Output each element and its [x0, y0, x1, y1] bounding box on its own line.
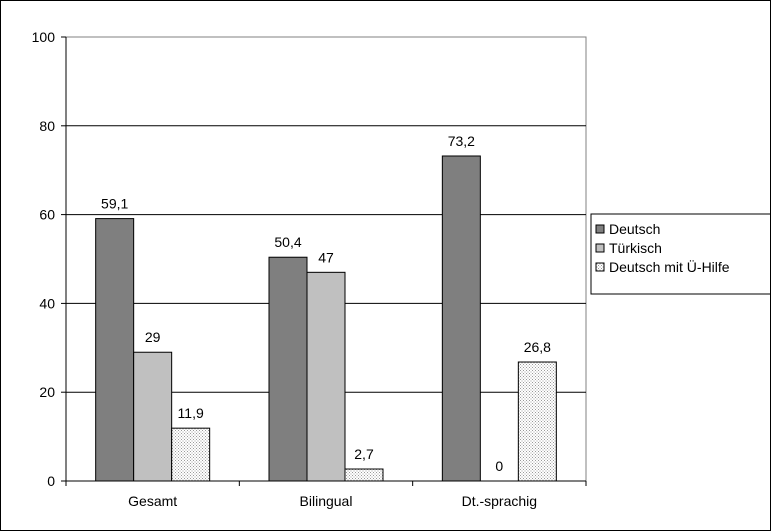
- data-label: 59,1: [101, 196, 128, 212]
- bar-deutsch-mit-hilfe-bilingual: [344, 468, 384, 482]
- bar-deutsch-mit-hilfe-gesamt: [171, 427, 211, 482]
- legend-swatch-t-rkisch: [595, 243, 605, 253]
- legend-label: Deutsch: [609, 221, 660, 237]
- x-tick-label-bilingual: Bilingual: [300, 493, 353, 509]
- data-label: 2,7: [354, 446, 374, 462]
- data-label: 11,9: [178, 405, 204, 421]
- bar-deutsch-dt-sprachig: [441, 155, 481, 482]
- data-label: 47: [318, 249, 334, 265]
- y-tick-label-100: 100: [32, 29, 56, 45]
- legend-label: Türkisch: [609, 240, 662, 256]
- x-tick-label-gesamt: Gesamt: [128, 493, 177, 509]
- data-label: 73,2: [448, 133, 475, 149]
- legend-swatch-deutsch-mit-hilfe: [595, 262, 605, 272]
- legend-label: Deutsch mit Ü-Hilfe: [609, 258, 730, 275]
- bar-deutsch-mit-hilfe-dt-sprachig: [517, 361, 557, 482]
- data-label: 29: [145, 329, 161, 345]
- data-label: 0: [495, 458, 503, 474]
- bar-t-rkisch-bilingual: [306, 271, 346, 482]
- bar-deutsch-bilingual: [268, 256, 308, 482]
- bar-deutsch-gesamt: [95, 218, 135, 482]
- y-tick-label-20: 20: [39, 384, 55, 400]
- plot-area: 0 20 40 60 80 100 Gesamt 59,1 29 11,9 Bilingual 50,…: [32, 29, 587, 509]
- y-tick-label-0: 0: [47, 473, 55, 489]
- y-tick-label-40: 40: [39, 295, 55, 311]
- bar-t-rkisch-gesamt: [133, 351, 173, 482]
- y-tick-label-60: 60: [39, 207, 55, 223]
- legend: Deutsch Türkisch Deutsch mit Ü-Hilfe: [590, 213, 770, 295]
- data-label: 50,4: [274, 234, 301, 250]
- data-label: 26,8: [524, 339, 551, 355]
- legend-swatch-deutsch: [595, 224, 605, 234]
- y-tick-label-80: 80: [39, 118, 55, 134]
- x-tick-label-dt-sprachig: Dt.-sprachig: [462, 493, 537, 509]
- legend-box: [590, 213, 770, 295]
